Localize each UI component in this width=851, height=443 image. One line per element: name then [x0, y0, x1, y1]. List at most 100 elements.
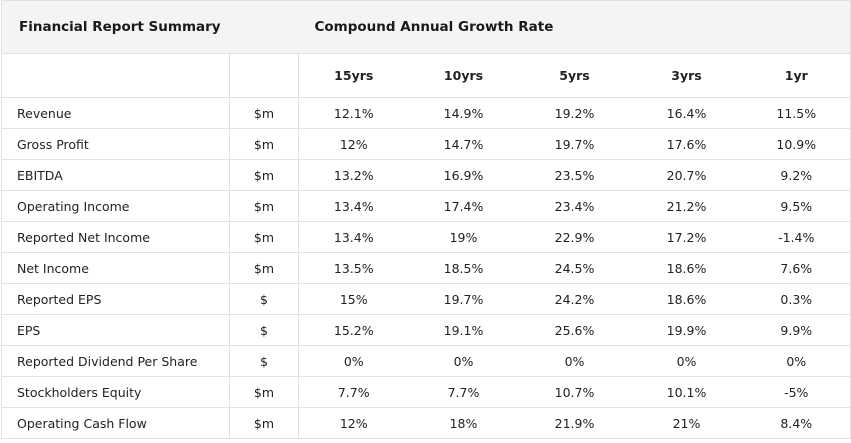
value-cell: 7.6%: [742, 252, 851, 284]
unit-cell: $m: [229, 159, 299, 191]
data-row: Reported EPS $15% 19.7% 24.2% 18.6% 0.3%: [1, 283, 851, 315]
value-cell: 19.7%: [408, 283, 519, 315]
value-cell: 9.2%: [742, 159, 851, 191]
value-cell: 23.4%: [518, 190, 631, 222]
unit-cell: $m: [229, 407, 299, 439]
value-cell: 16.4%: [630, 97, 743, 129]
value-cell: 16.9%: [408, 159, 519, 191]
value-cell: 19%: [408, 221, 519, 253]
value-cell: 19.9%: [630, 314, 743, 346]
value-cell: 19.7%: [518, 128, 631, 160]
column-header: 15yrs: [298, 53, 409, 98]
row-label: Operating Income: [1, 190, 230, 222]
value-cell: 8.4%: [742, 407, 851, 439]
row-label: Revenue: [1, 97, 230, 129]
value-cell: -5%: [742, 376, 851, 408]
value-cell: 13.5%: [298, 252, 409, 284]
value-cell: 24.5%: [518, 252, 631, 284]
data-row: Revenue $m 12.1% 14.9% 19.2% 16.4% 11.5%: [1, 97, 851, 129]
value-cell: 14.7%: [408, 128, 519, 160]
data-row: Operating Cash Flow $m 12% 18% 21.9% 21% 8.4%: [1, 407, 851, 439]
row-label: Gross Profit: [1, 128, 230, 160]
value-cell: 13.4%: [298, 221, 409, 253]
value-cell: 25.6%: [518, 314, 631, 346]
value-cell: 17.6%: [630, 128, 743, 160]
row-label: Reported Dividend Per Share: [1, 345, 230, 377]
unit-cell: $: [229, 345, 299, 377]
empty-cell: [229, 53, 299, 98]
value-cell: 0%: [518, 345, 631, 377]
value-cell: 18.6%: [630, 283, 743, 315]
row-label: Reported Net Income: [1, 221, 230, 253]
value-cell: 21%: [630, 407, 743, 439]
value-cell: 0%: [298, 345, 409, 377]
data-row: Reported Net Income $m 13.4% 19% 22.9% 17.2% -…: [1, 221, 851, 253]
value-cell: 24.2%: [518, 283, 631, 315]
unit-cell: $m: [229, 252, 299, 284]
value-cell: 0%: [742, 345, 851, 377]
value-cell: 12%: [298, 128, 409, 160]
unit-cell: $m: [229, 221, 299, 253]
value-cell: 18%: [408, 407, 519, 439]
value-cell: 9.5%: [742, 190, 851, 222]
value-cell: 15%: [298, 283, 409, 315]
row-label: Net Income: [1, 252, 230, 284]
value-cell: 0%: [408, 345, 519, 377]
data-row: EPS $15.2% 19.1% 25.6% 19.9% 9.9%: [1, 314, 851, 346]
row-label: Stockholders Equity: [1, 376, 230, 408]
value-cell: 18.6%: [630, 252, 743, 284]
table-title: Financial Report Summary: [1, 0, 299, 54]
column-header: 5yrs: [518, 53, 631, 98]
value-cell: 7.7%: [298, 376, 409, 408]
data-row: EBITDA $m 13.2% 16.9% 23.5% 20.7% 9.2%: [1, 159, 851, 191]
group-header: Compound Annual Growth Rate: [298, 0, 851, 54]
data-row: Gross Profit $m 12% 14.7% 19.7% 17.6% 10.9%: [1, 128, 851, 160]
unit-cell: $: [229, 314, 299, 346]
value-cell: 9.9%: [742, 314, 851, 346]
column-header: 3yrs: [630, 53, 743, 98]
value-cell: 13.4%: [298, 190, 409, 222]
value-cell: 19.1%: [408, 314, 519, 346]
unit-cell: $m: [229, 97, 299, 129]
column-header-row: 15yrs 10yrs 5yrs 3yrs 1yr: [1, 53, 851, 98]
data-row: Reported Dividend Per Share $0% 0% 0% 0% 0%: [1, 345, 851, 377]
value-cell: 7.7%: [408, 376, 519, 408]
value-cell: 21.2%: [630, 190, 743, 222]
value-cell: 19.2%: [518, 97, 631, 129]
value-cell: 11.5%: [742, 97, 851, 129]
row-label: EBITDA: [1, 159, 230, 191]
value-cell: 17.2%: [630, 221, 743, 253]
unit-cell: $: [229, 283, 299, 315]
row-label: EPS: [1, 314, 230, 346]
data-row: Operating Income $m 13.4% 17.4% 23.4% 21.2% 9.…: [1, 190, 851, 222]
value-cell: 15.2%: [298, 314, 409, 346]
value-cell: 10.1%: [630, 376, 743, 408]
empty-cell: [1, 53, 230, 98]
value-cell: 10.9%: [742, 128, 851, 160]
value-cell: 22.9%: [518, 221, 631, 253]
column-header: 10yrs: [408, 53, 519, 98]
value-cell: 0%: [630, 345, 743, 377]
header-row: Financial Report Summary Compound Annual…: [1, 0, 851, 54]
value-cell: 20.7%: [630, 159, 743, 191]
value-cell: 0.3%: [742, 283, 851, 315]
unit-cell: $m: [229, 190, 299, 222]
data-row: Net Income $m 13.5% 18.5% 24.5% 18.6% 7.6%: [1, 252, 851, 284]
value-cell: 17.4%: [408, 190, 519, 222]
value-cell: 14.9%: [408, 97, 519, 129]
value-cell: 23.5%: [518, 159, 631, 191]
value-cell: 12%: [298, 407, 409, 439]
value-cell: 13.2%: [298, 159, 409, 191]
value-cell: 21.9%: [518, 407, 631, 439]
row-label: Reported EPS: [1, 283, 230, 315]
unit-cell: $m: [229, 376, 299, 408]
value-cell: 12.1%: [298, 97, 409, 129]
row-label: Operating Cash Flow: [1, 407, 230, 439]
value-cell: -1.4%: [742, 221, 851, 253]
column-header: 1yr: [742, 53, 851, 98]
value-cell: 18.5%: [408, 252, 519, 284]
data-row: Stockholders Equity $m 7.7% 7.7% 10.7% 10.1% -…: [1, 376, 851, 408]
